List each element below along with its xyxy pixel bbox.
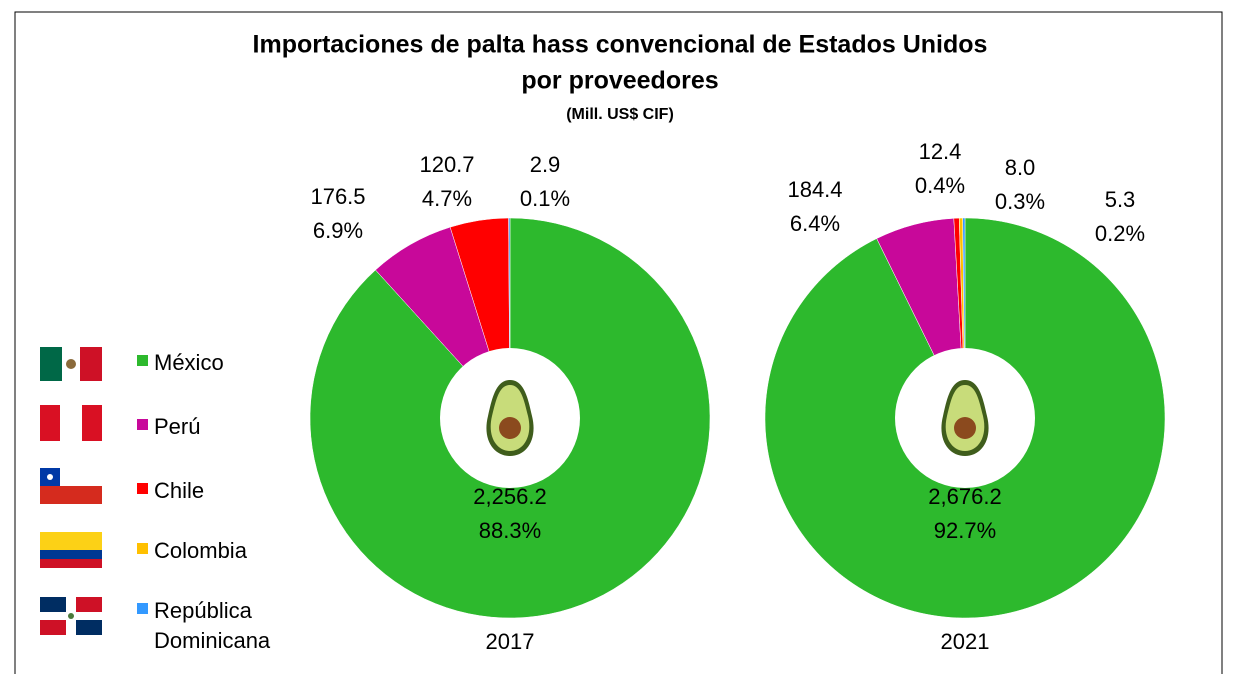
legend-entry: Colombia: [137, 536, 324, 566]
chart-subtitle: (Mill. US$ CIF): [566, 106, 674, 123]
share-label: 0.1%: [520, 186, 570, 211]
legend-label: Colombia: [154, 536, 324, 566]
legend-swatch: [137, 483, 148, 494]
share-label: 0.4%: [915, 173, 965, 198]
avocado-pit: [499, 417, 521, 439]
legend-swatch: [137, 603, 148, 614]
legend-swatch: [137, 419, 148, 430]
share-label: 6.4%: [790, 211, 840, 236]
chart: Importaciones de palta hass convencional…: [0, 0, 1237, 674]
value-label: 12.4: [919, 139, 962, 164]
value-label: 120.7: [419, 152, 474, 177]
chart-title: Importaciones de palta hass convencional…: [253, 31, 988, 59]
legend-entry: Chile: [137, 476, 324, 506]
value-label: 176.5: [310, 184, 365, 209]
year-label: 2017: [486, 629, 535, 654]
share-label: 88.3%: [479, 518, 541, 543]
legend-swatch: [137, 355, 148, 366]
value-label: 2,676.2: [928, 484, 1001, 509]
share-label: 6.9%: [313, 218, 363, 243]
value-label: 2,256.2: [473, 484, 546, 509]
legend-swatch: [137, 543, 148, 554]
share-label: 0.3%: [995, 189, 1045, 214]
page: Importaciones de palta hass convencional…: [0, 0, 1237, 674]
legend-label: México: [154, 348, 324, 378]
legend-label: Chile: [154, 476, 324, 506]
value-label: 184.4: [787, 177, 842, 202]
flags: [40, 347, 102, 635]
share-label: 0.2%: [1095, 221, 1145, 246]
legend-entry: Perú: [137, 412, 324, 442]
value-label: 2.9: [530, 152, 561, 177]
chart-title: por proveedores: [521, 67, 718, 95]
value-label: 8.0: [1005, 155, 1036, 180]
legend-label: Perú: [154, 412, 324, 442]
value-label: 5.3: [1105, 187, 1136, 212]
avocado-pit: [954, 417, 976, 439]
year-label: 2021: [941, 629, 990, 654]
share-label: 4.7%: [422, 186, 472, 211]
legend-label: República Dominicana: [154, 596, 324, 656]
share-label: 92.7%: [934, 518, 996, 543]
legend-entry: México: [137, 348, 324, 378]
legend-entry: República Dominicana: [137, 596, 324, 656]
